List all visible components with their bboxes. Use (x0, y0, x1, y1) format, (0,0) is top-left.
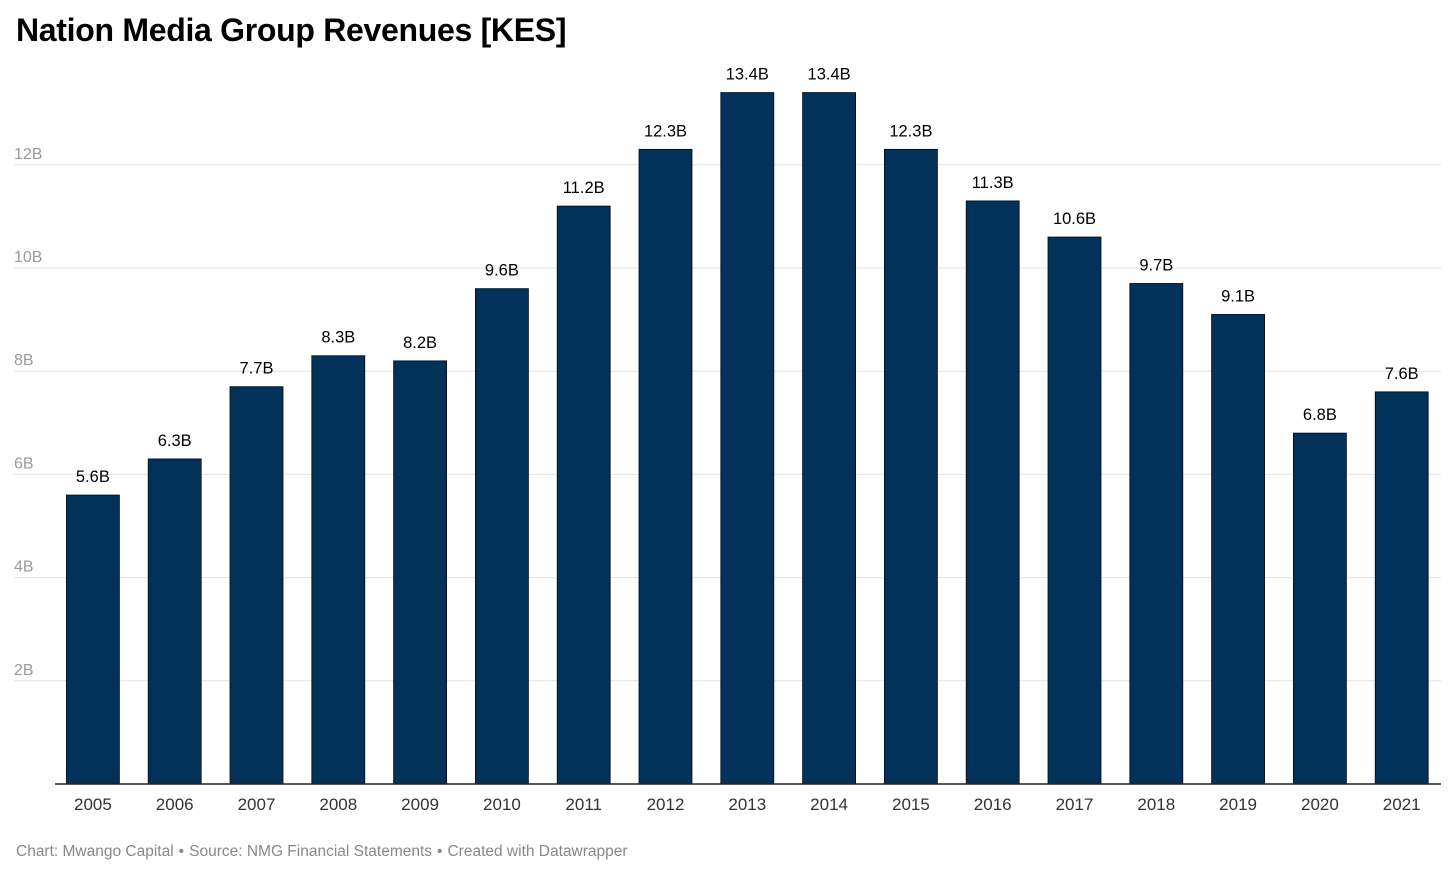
chart-source: Source: NMG Financial Statements (189, 843, 433, 860)
bar-value-label: 8.2B (403, 334, 437, 352)
x-tick-label: 2009 (401, 795, 439, 814)
bar-value-label: 13.4B (808, 66, 851, 84)
bar-value-label: 9.6B (485, 262, 519, 280)
x-tick-label: 2015 (892, 795, 930, 814)
bar-2010 (474, 288, 529, 785)
bar-2013 (720, 92, 775, 785)
bar-2009 (393, 360, 448, 785)
y-tick-label: 8B (14, 352, 34, 369)
chart-title: Nation Media Group Revenues [KES] (16, 12, 567, 48)
bar-2014 (802, 92, 856, 785)
x-tick-label: 2017 (1056, 795, 1094, 814)
bar-2020 (1293, 432, 1347, 785)
bar-value-label: 11.2B (563, 179, 605, 197)
chart-tool-credit: Created with Datawrapper (447, 843, 628, 860)
bar-value-label: 11.3B (972, 174, 1014, 192)
x-tick-label: 2005 (74, 795, 112, 814)
bar-2019 (1211, 314, 1265, 785)
y-tick-label: 6B (14, 455, 34, 472)
bar-value-label: 12.3B (644, 122, 687, 140)
bar-2016 (965, 200, 1020, 785)
bar-value-label: 13.4B (726, 66, 769, 84)
bar-2012 (638, 148, 693, 785)
footer-separator: • (437, 843, 443, 860)
bar-2008 (311, 355, 366, 785)
x-tick-label: 2006 (156, 795, 194, 814)
bar-2017 (1047, 236, 1102, 785)
chart-credit: Chart: Mwango Capital (16, 843, 174, 860)
bar-value-label: 7.7B (240, 360, 274, 378)
y-axis-ticks: 2B 4B 6B 8B 10B 12B (14, 146, 42, 679)
x-tick-label: 2014 (810, 795, 848, 814)
x-tick-label: 2010 (483, 795, 521, 814)
bar-value-label: 6.8B (1303, 406, 1337, 424)
x-tick-label: 2013 (728, 795, 766, 814)
bar-value-labels: 5.6B 6.3B 7.7B 8.3B 8.2B 9.6B 11.2B 12.3B 13.4B 1… (76, 66, 1419, 486)
bar-value-label: 12.3B (889, 122, 932, 140)
bar-value-label: 7.6B (1385, 365, 1419, 383)
bar-value-label: 9.1B (1221, 287, 1255, 305)
x-tick-label: 2020 (1301, 795, 1339, 814)
bar-2021 (1374, 391, 1429, 785)
x-tick-label: 2012 (647, 795, 685, 814)
x-tick-label: 2019 (1219, 795, 1257, 814)
bar-2007 (229, 386, 284, 785)
x-tick-label: 2018 (1137, 795, 1175, 814)
bar-2011 (556, 205, 611, 785)
x-axis: 2005 2006 2007 2008 2009 2010 2011 2012 2013 2014… (55, 783, 1441, 814)
bar-2015 (884, 148, 938, 785)
y-tick-label: 2B (14, 662, 34, 679)
bar-value-label: 9.7B (1139, 256, 1173, 274)
bar-2005 (66, 494, 120, 785)
y-tick-label: 4B (14, 559, 34, 576)
bars (66, 92, 1429, 785)
x-tick-label: 2016 (974, 795, 1012, 814)
x-tick-label: 2008 (319, 795, 357, 814)
bar-value-label: 6.3B (158, 432, 192, 450)
bar-value-label: 8.3B (321, 329, 355, 347)
x-tick-label: 2007 (238, 795, 276, 814)
chart-footer: Chart: Mwango Capital • Source: NMG Financ… (16, 843, 628, 861)
y-tick-label: 10B (14, 249, 42, 266)
bar-value-label: 5.6B (76, 468, 110, 486)
x-tick-label: 2021 (1383, 795, 1421, 814)
bar-2018 (1129, 283, 1184, 785)
x-tick-label: 2011 (565, 795, 602, 814)
bar-value-label: 10.6B (1053, 210, 1096, 228)
y-tick-label: 12B (14, 146, 42, 163)
footer-separator: • (178, 843, 185, 860)
bar-2006 (147, 458, 202, 785)
